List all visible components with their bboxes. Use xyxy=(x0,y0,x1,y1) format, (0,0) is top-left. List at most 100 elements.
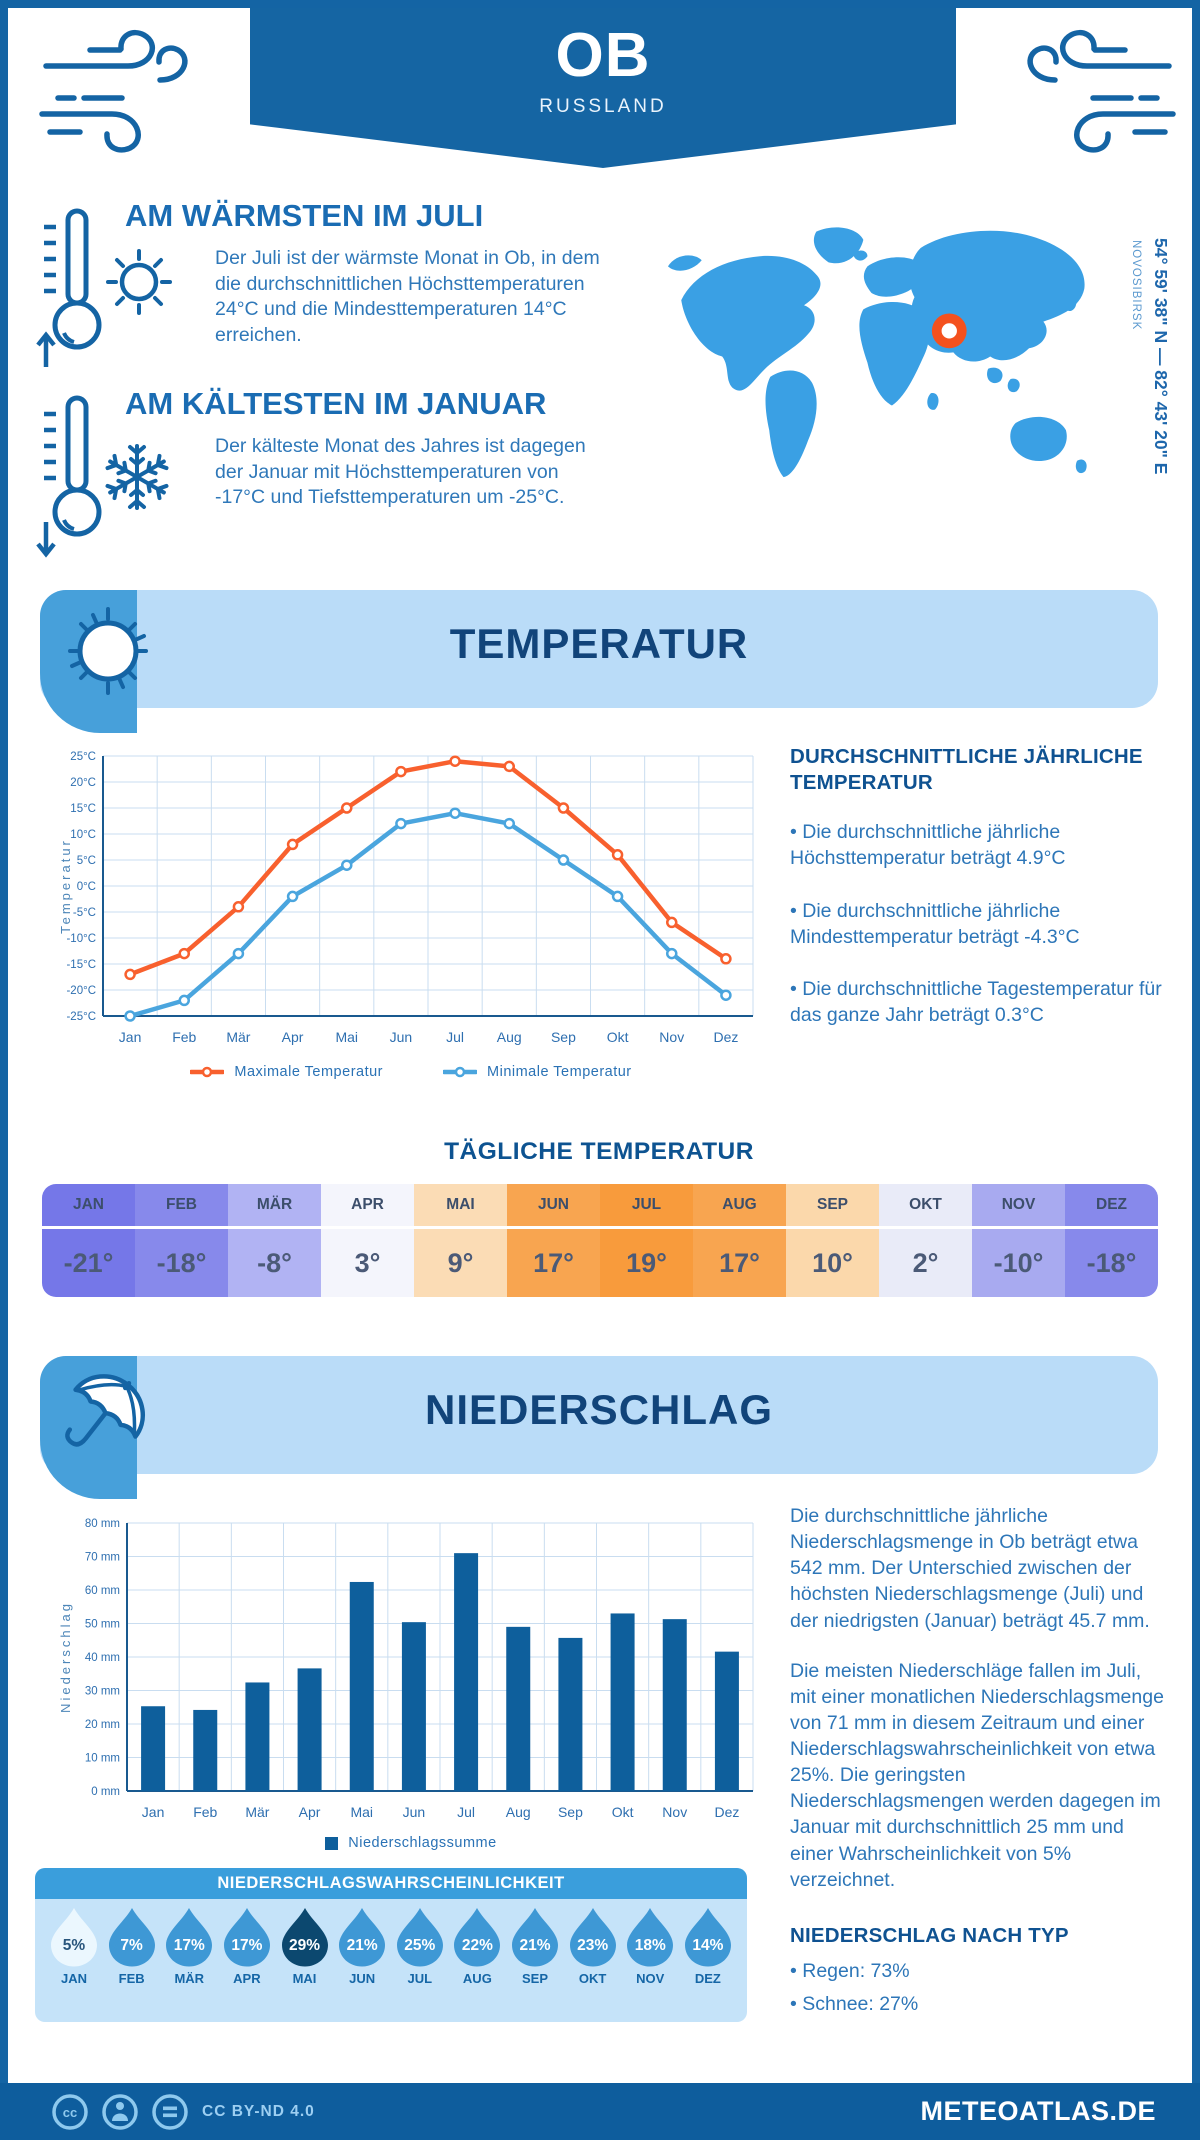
footer: cc CC BY-ND 4.0 METEOATLAS.DE xyxy=(0,2083,1200,2140)
droplet-percent: 21% xyxy=(346,1937,378,1954)
svg-text:Feb: Feb xyxy=(172,1029,196,1045)
daily-temperature-title: TÄGLICHE TEMPERATUR xyxy=(444,1138,754,1165)
precipitation-panel: Die durchschnittliche jährliche Niedersc… xyxy=(790,1503,1164,2023)
daily-temp-value: -18° xyxy=(1086,1247,1137,1278)
svg-text:Sep: Sep xyxy=(551,1029,576,1045)
coldest-title: AM KÄLTESTEN IM JANUAR xyxy=(125,386,547,421)
droplet: 29% MAI xyxy=(280,1907,330,1986)
droplet-month: MÄR xyxy=(174,1971,205,1986)
svg-text:10°C: 10°C xyxy=(70,829,96,841)
droplet-month: FEB xyxy=(118,1971,145,1986)
daily-temp-month: JAN xyxy=(42,1184,135,1229)
daily-temp-value: 10° xyxy=(812,1247,853,1278)
cc-icon: cc xyxy=(52,2093,88,2130)
precipitation-probability-box: NIEDERSCHLAGSWAHRSCHEINLICHKEIT 5% JAN 7% F… xyxy=(35,1868,747,2022)
legend-item: Maximale Temperatur xyxy=(190,1064,383,1080)
precipitation-banner-title: NIEDERSCHLAG xyxy=(424,1386,774,1433)
daily-temp-month: MAI xyxy=(414,1184,507,1229)
annual-bullet: • Die durchschnittliche jährliche Höchst… xyxy=(790,821,1066,870)
droplet-percent: 5% xyxy=(62,1937,86,1954)
svg-text:Jun: Jun xyxy=(390,1029,413,1045)
svg-text:70 mm: 70 mm xyxy=(85,1552,120,1564)
temperature-banner-title: TEMPERATUR xyxy=(449,620,749,667)
svg-text:Mai: Mai xyxy=(350,1804,373,1820)
svg-text:Feb: Feb xyxy=(193,1804,217,1820)
droplet: 23% OKT xyxy=(568,1907,618,1986)
svg-text:Jul: Jul xyxy=(446,1029,464,1045)
svg-text:Aug: Aug xyxy=(506,1804,531,1820)
droplet-percent: 7% xyxy=(120,1937,143,1954)
daily-temp-value: -21° xyxy=(63,1247,114,1278)
droplet: 17% MÄR xyxy=(164,1907,214,1986)
wind-icon xyxy=(1027,29,1176,153)
droplet-percent: 17% xyxy=(173,1937,205,1954)
daily-temp-column: MAI 9° xyxy=(414,1184,507,1297)
svg-text:-15°C: -15°C xyxy=(66,959,96,971)
svg-text:Jul: Jul xyxy=(457,1804,475,1820)
svg-text:40 mm: 40 mm xyxy=(85,1652,120,1664)
droplet-percent: 25% xyxy=(404,1937,436,1954)
svg-text:Mai: Mai xyxy=(335,1029,358,1045)
daily-temp-column: DEZ -18° xyxy=(1065,1184,1158,1297)
droplet-icon xyxy=(166,1908,213,1967)
page-subtitle: RUSSLAND xyxy=(539,96,667,117)
svg-text:Nov: Nov xyxy=(659,1029,684,1045)
daily-temp-value: 3° xyxy=(354,1247,381,1278)
daily-temp-month: APR xyxy=(321,1184,414,1229)
droplet-icon xyxy=(51,1908,97,1967)
daily-temp-month: NOV xyxy=(972,1184,1065,1229)
precipitation-probability-title: NIEDERSCHLAGSWAHRSCHEINLICHKEIT xyxy=(35,1868,747,1899)
license-label: CC BY-ND 4.0 xyxy=(202,2102,315,2120)
svg-text:Nov: Nov xyxy=(662,1804,687,1820)
svg-text:Sep: Sep xyxy=(558,1804,583,1820)
svg-text:-10°C: -10°C xyxy=(66,933,96,945)
precipitation-paragraph: Die durchschnittliche jährliche Niedersc… xyxy=(790,1505,1150,1632)
temperature-banner xyxy=(40,590,1158,708)
annual-temperature-heading: DURCHSCHNITTLICHE JÄHRLICHE TEMPERATUR xyxy=(790,745,1143,794)
droplet-icon xyxy=(281,1908,328,1967)
thermometer-up-icon xyxy=(36,208,102,367)
droplet-icon xyxy=(569,1908,616,1967)
daily-temp-column: JUL 19° xyxy=(600,1184,693,1297)
legend-swatch xyxy=(325,1836,339,1850)
droplet-month: NOV xyxy=(636,1971,665,1986)
svg-text:Dez: Dez xyxy=(713,1029,738,1045)
droplet-percent: 21% xyxy=(519,1937,551,1954)
droplet-icon xyxy=(627,1908,674,1967)
daily-temp-column: OKT 2° xyxy=(879,1184,972,1297)
thermometer-down-icon xyxy=(36,395,102,558)
daily-temp-value: 19° xyxy=(626,1247,667,1278)
daily-temp-month: FEB xyxy=(135,1184,228,1229)
daily-temp-month: SEP xyxy=(786,1184,879,1229)
droplet-percent: 14% xyxy=(692,1937,724,1954)
droplet-icon xyxy=(512,1908,558,1967)
svg-text:cc: cc xyxy=(63,2105,77,2120)
legend-item: Minimale Temperatur xyxy=(443,1064,632,1080)
brand-label: METEOATLAS.DE xyxy=(920,2096,1156,2126)
daily-temp-month: JUL xyxy=(600,1184,693,1229)
precipitation-type-item: • Schnee: 27% xyxy=(790,1992,919,2015)
daily-temp-month: DEZ xyxy=(1065,1184,1158,1229)
svg-text:Temperatur: Temperatur xyxy=(58,838,73,934)
droplet-percent: 22% xyxy=(461,1937,493,1954)
svg-text:20 mm: 20 mm xyxy=(85,1719,120,1731)
svg-text:Jan: Jan xyxy=(142,1804,165,1820)
coordinates-label: 54° 59' 38" N — 82° 43' 20" E xyxy=(1151,238,1171,475)
svg-text:Jan: Jan xyxy=(119,1029,142,1045)
header-banner: OB RUSSLAND xyxy=(250,0,956,168)
svg-text:Okt: Okt xyxy=(612,1804,634,1820)
precipitation-type-item: • Regen: 73% xyxy=(790,1960,910,1983)
svg-text:Mär: Mär xyxy=(245,1804,269,1820)
svg-text:-25°C: -25°C xyxy=(66,1011,96,1023)
svg-text:Jun: Jun xyxy=(403,1804,426,1820)
svg-text:Apr: Apr xyxy=(299,1804,321,1820)
annual-bullet: • Die durchschnittliche jährliche Mindes… xyxy=(790,899,1080,948)
sun-icon xyxy=(106,249,172,315)
daily-temp-value: 2° xyxy=(912,1247,939,1278)
droplet-icon xyxy=(339,1908,386,1967)
world-map xyxy=(667,227,1087,478)
svg-text:Apr: Apr xyxy=(282,1029,304,1045)
legend-label: Niederschlagssumme xyxy=(348,1835,497,1851)
svg-text:10 mm: 10 mm xyxy=(85,1753,120,1765)
daily-temp-value: -18° xyxy=(156,1247,207,1278)
